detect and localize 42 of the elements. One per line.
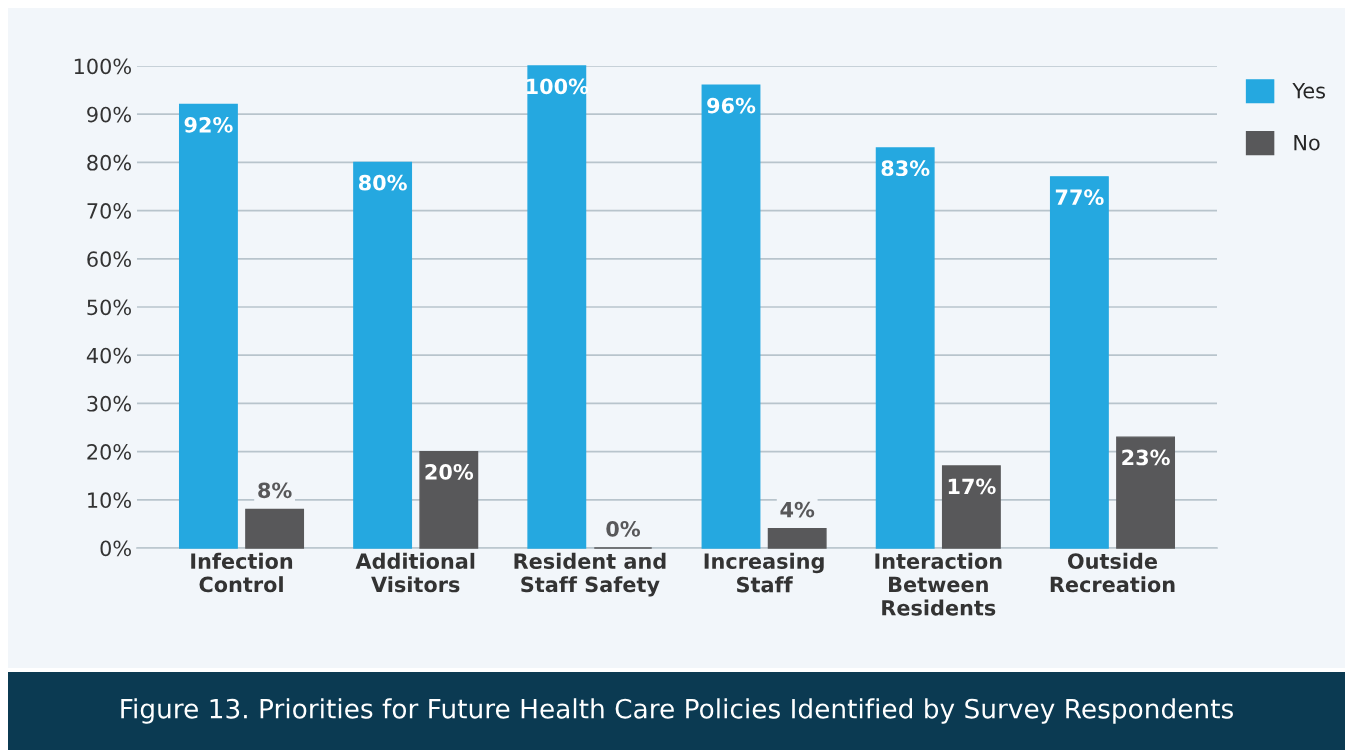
x-tick-label: Infection Control [191, 552, 293, 593]
data-label: 92% [184, 116, 233, 133]
bar [178, 103, 238, 549]
data-label: 8% [258, 482, 292, 499]
x-tick-label: Outside Recreation [1050, 552, 1175, 593]
y-tick-label: 60% [87, 251, 131, 268]
data-label: 0% [606, 520, 641, 537]
x-tick-label: Resident and Staff Safety [514, 552, 666, 597]
y-tick-label: 30% [87, 395, 131, 412]
data-label: 80% [358, 174, 407, 191]
data-label: 4% [780, 501, 815, 518]
y-tick-label: 0% [100, 540, 131, 557]
bar [353, 161, 413, 549]
y-tick-label: 20% [87, 444, 131, 460]
bar [701, 84, 761, 549]
bar [1116, 436, 1176, 549]
bar [941, 465, 1001, 549]
data-label: 77% [1055, 189, 1104, 206]
data-label: 23% [1122, 449, 1170, 466]
x-tick-label: Additional Visitors [355, 552, 475, 593]
y-tick-label: 90% [87, 106, 131, 123]
y-tick-label: 70% [87, 203, 131, 219]
x-tick-label: Increasing Staff [704, 552, 824, 593]
text: Figure 13. Priorities for Future Health Care Policies Identified by Survey Respondents [121, 698, 1233, 724]
legend-label: Yes [1292, 83, 1325, 99]
y-tick-label: 10% [88, 492, 131, 509]
bar [245, 508, 305, 549]
data-label: 96% [707, 97, 756, 114]
bar [419, 450, 479, 549]
y-tick-label: 40% [86, 347, 131, 364]
data-label: 17% [948, 478, 996, 495]
y-tick-label: 50% [87, 299, 131, 316]
y-tick-label: 80% [87, 154, 131, 171]
bar [1049, 176, 1109, 549]
bar [527, 65, 587, 549]
data-label: 20% [425, 464, 474, 480]
x-tick-label: Interaction Between Residents [875, 552, 1002, 616]
data-label: 83% [881, 160, 930, 177]
y-tick-label: 100% [74, 58, 131, 75]
bar [875, 147, 935, 549]
bar [767, 528, 827, 549]
legend-label: No [1294, 134, 1320, 151]
